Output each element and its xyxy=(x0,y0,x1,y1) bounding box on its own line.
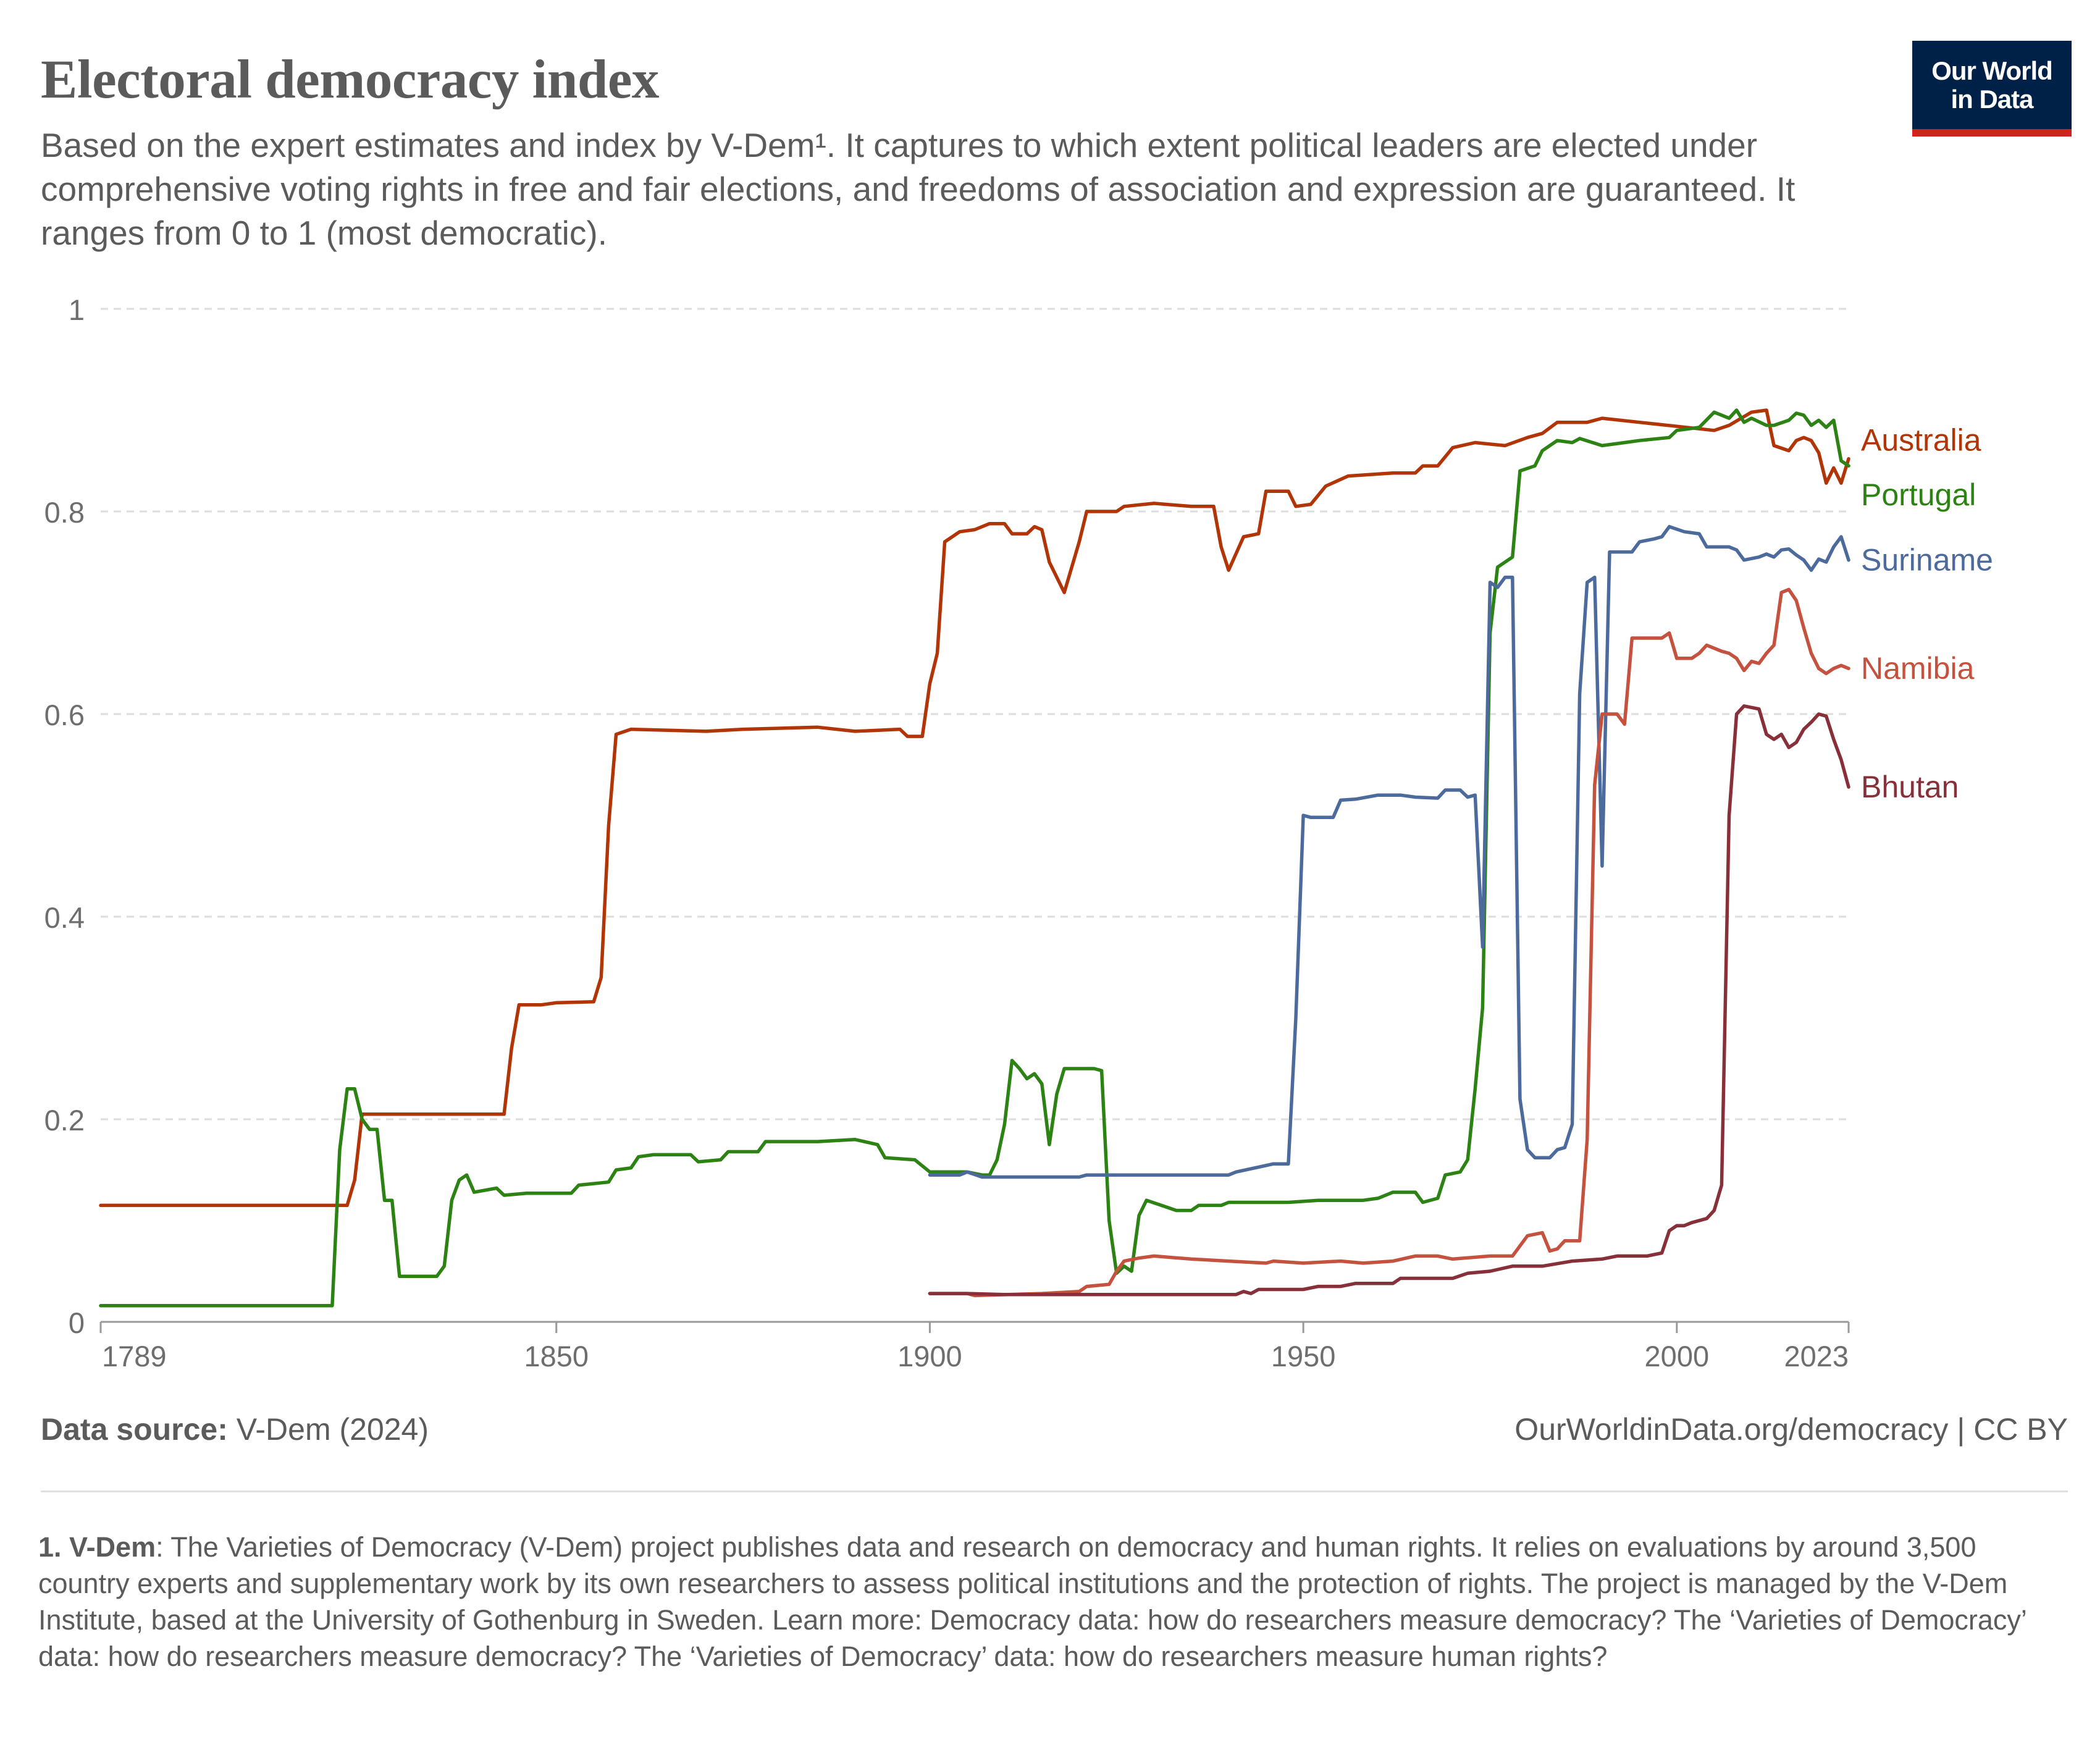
grid-lines xyxy=(101,308,1849,1121)
chart-subtitle: Based on the expert estimates and index … xyxy=(41,126,1796,252)
logo-text-line1: Our World xyxy=(1931,56,2053,85)
footer-divider xyxy=(41,1491,2068,1492)
series-line-namibia[interactable] xyxy=(928,587,1850,1298)
series-line-portugal[interactable] xyxy=(99,408,1850,1308)
x-tick-label: 2023 xyxy=(1784,1340,1849,1373)
y-tick-label: 0.6 xyxy=(44,699,85,731)
x-tick-label: 1900 xyxy=(897,1340,962,1373)
chart-title: Electoral democracy index xyxy=(41,49,659,110)
footnote: 1. V-Dem: The Varieties of Democracy (V-… xyxy=(38,1529,2052,1675)
series-label-portugal[interactable]: Portugal xyxy=(1861,477,1976,512)
series-line-suriname[interactable] xyxy=(928,524,1850,1179)
footnote-text: : The Varieties of Democracy (V-Dem) pro… xyxy=(38,1531,2026,1672)
source-label: Data source: xyxy=(41,1412,228,1447)
series-line-australia[interactable] xyxy=(99,408,1850,1208)
x-tick-label: 1850 xyxy=(524,1340,589,1373)
y-tick-label: 0.8 xyxy=(44,496,85,529)
footnote-label: 1. V-Dem xyxy=(38,1531,156,1563)
source-value: V-Dem (2024) xyxy=(227,1412,429,1447)
owid-logo[interactable]: Our World in Data xyxy=(1912,41,2072,137)
axes: 0 0.2 0.4 0.6 0.8 1 1789 1850 1900 1950 2000 2023 xyxy=(44,293,1850,1373)
data-source: Data source: V-Dem (2024) xyxy=(41,1411,429,1447)
x-tick-label: 1789 xyxy=(102,1340,167,1373)
y-tick-label: 1 xyxy=(69,293,85,326)
logo-text-line2: in Data xyxy=(1951,84,2033,114)
y-tick-label: 0.4 xyxy=(44,901,85,934)
series-label-australia[interactable]: Australia xyxy=(1861,423,1981,458)
y-tick-label: 0.2 xyxy=(44,1104,85,1137)
y-tick-label: 0 xyxy=(69,1306,85,1339)
series-labels: Australia Portugal Suriname Namibia Bhutan xyxy=(1861,423,1993,804)
series-label-bhutan[interactable]: Bhutan xyxy=(1861,770,1959,804)
series-lines[interactable] xyxy=(99,408,1850,1308)
series-line-bhutan[interactable] xyxy=(928,704,1850,1297)
x-tick-label: 2000 xyxy=(1645,1340,1710,1373)
license-link[interactable]: OurWorldinData.org/democracy | CC BY xyxy=(1514,1412,2068,1447)
x-tick-label: 1950 xyxy=(1271,1340,1336,1373)
series-label-namibia[interactable]: Namibia xyxy=(1861,651,1975,686)
series-label-suriname[interactable]: Suriname xyxy=(1861,543,1993,578)
line-chart: 0 0.2 0.4 0.6 0.8 1 1789 1850 1900 1950 2000 2023 A… xyxy=(44,293,1993,1373)
